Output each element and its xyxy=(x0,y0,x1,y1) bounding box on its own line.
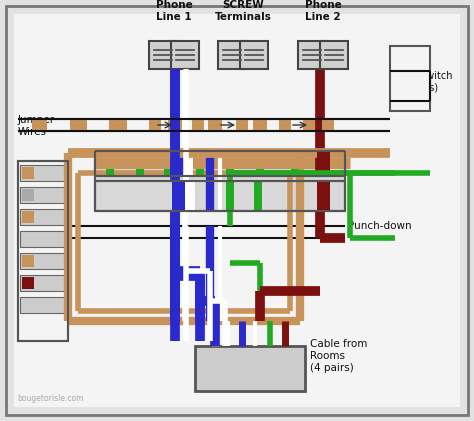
Bar xyxy=(172,181,186,211)
Bar xyxy=(95,151,345,176)
Bar xyxy=(184,151,193,176)
Bar xyxy=(113,119,127,131)
Bar xyxy=(208,119,222,131)
Bar xyxy=(195,346,305,391)
Text: bougetorisle.com: bougetorisle.com xyxy=(17,394,83,403)
Bar xyxy=(196,169,204,177)
Bar xyxy=(149,41,177,69)
Bar xyxy=(192,119,204,130)
Bar xyxy=(20,231,66,247)
Text: Jumper
Wires: Jumper Wires xyxy=(18,115,55,137)
Bar xyxy=(22,167,34,179)
Bar xyxy=(109,119,121,130)
Bar xyxy=(149,119,161,130)
Bar xyxy=(317,151,330,176)
Bar xyxy=(22,211,34,223)
Bar xyxy=(73,119,87,131)
Bar xyxy=(320,41,348,69)
Bar xyxy=(236,119,248,130)
Bar xyxy=(172,186,185,211)
Bar xyxy=(226,169,234,177)
Bar xyxy=(22,277,34,289)
Bar xyxy=(256,169,264,177)
Bar xyxy=(226,181,234,211)
Bar xyxy=(20,275,66,291)
Bar xyxy=(20,253,66,269)
Text: SCREW
Terminals: SCREW Terminals xyxy=(215,0,272,21)
Bar xyxy=(279,119,291,130)
Bar xyxy=(168,119,182,131)
Bar xyxy=(171,41,199,69)
Bar xyxy=(254,181,262,211)
Text: Punch-down: Punch-down xyxy=(348,221,411,231)
Bar xyxy=(185,181,195,211)
Bar xyxy=(240,41,268,69)
Bar xyxy=(218,41,246,69)
Bar xyxy=(20,187,66,203)
Bar xyxy=(253,119,267,131)
Bar xyxy=(22,255,34,267)
Bar xyxy=(164,169,172,177)
Bar xyxy=(136,169,144,177)
Text: LAN to
Hub/Switch
(2 pairs): LAN to Hub/Switch (2 pairs) xyxy=(397,59,453,93)
Bar xyxy=(316,169,324,177)
Bar xyxy=(95,176,345,211)
Bar xyxy=(303,119,317,131)
Bar xyxy=(322,119,334,130)
Bar xyxy=(291,169,299,177)
Bar xyxy=(20,209,66,225)
Text: Phone
Line 1: Phone Line 1 xyxy=(155,0,192,21)
Bar xyxy=(33,119,47,131)
Bar xyxy=(70,119,82,130)
Bar xyxy=(184,186,193,211)
Bar xyxy=(106,169,114,177)
Bar xyxy=(32,119,44,130)
Bar xyxy=(20,165,66,181)
Bar xyxy=(390,46,430,111)
Bar xyxy=(22,233,34,245)
Bar xyxy=(22,189,34,201)
Bar xyxy=(18,161,68,341)
Bar xyxy=(298,41,326,69)
Bar xyxy=(172,151,185,176)
Bar xyxy=(317,181,330,211)
Text: Cable from
Rooms
(4 pairs): Cable from Rooms (4 pairs) xyxy=(310,339,367,373)
Bar xyxy=(18,161,68,341)
Bar xyxy=(20,297,66,313)
Text: Phone
Line 2: Phone Line 2 xyxy=(305,0,341,21)
